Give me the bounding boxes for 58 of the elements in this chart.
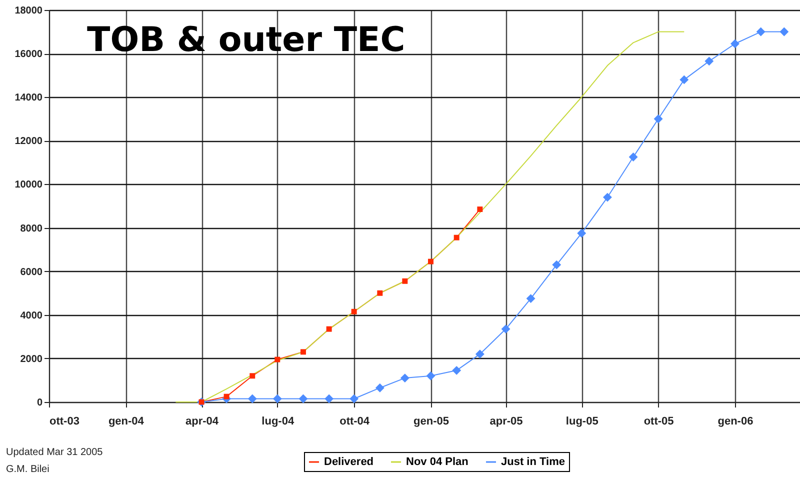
y-tick-label: 18000	[14, 6, 43, 16]
x-tick-label: lug-04	[262, 416, 295, 428]
point	[756, 27, 766, 36]
point	[377, 290, 383, 296]
x-tick-label: gen-05	[414, 416, 449, 428]
text: G.M. Bilei	[6, 464, 50, 475]
point	[780, 27, 789, 36]
point	[250, 373, 256, 379]
x-tick-label: lug-05	[566, 416, 598, 428]
x-tick-label: gen-06	[718, 416, 754, 428]
point	[324, 394, 334, 404]
x-tick-label: ott-05	[644, 416, 674, 428]
point	[298, 394, 308, 404]
point	[400, 374, 410, 383]
y-tick-label: 12000	[14, 136, 43, 148]
legend-label: Nov 04 Plan	[406, 456, 469, 468]
x-tick-label: apr-04	[186, 416, 220, 428]
point	[375, 383, 384, 392]
x-tick-label: apr-05	[490, 416, 523, 428]
point	[475, 350, 484, 359]
point	[272, 394, 282, 404]
point	[501, 324, 510, 334]
x-tick-label: gen-04	[108, 416, 145, 428]
y-tick-label: 14000	[14, 92, 43, 104]
y-tick-label: 4000	[20, 310, 43, 322]
point	[680, 75, 689, 84]
y-tick-label: 8000	[20, 223, 43, 234]
point	[526, 294, 536, 304]
point	[248, 394, 257, 404]
point	[654, 114, 663, 124]
point	[452, 366, 462, 375]
point	[351, 308, 357, 314]
point	[477, 206, 483, 212]
point	[552, 260, 562, 270]
point	[428, 258, 434, 264]
point	[224, 394, 230, 400]
y-tick-label: 6000	[20, 266, 43, 278]
x-tick-label: ott-04	[340, 416, 370, 428]
point	[274, 356, 280, 362]
point	[628, 152, 638, 162]
point	[602, 192, 612, 202]
y-tick-label: 16000	[14, 49, 43, 60]
point	[577, 228, 586, 238]
legend-label: Just in Time	[501, 456, 565, 468]
point	[704, 56, 714, 66]
text: Updated Mar 31 2005	[6, 447, 104, 458]
legend-label: Delivered	[324, 456, 374, 468]
y-tick-label: 0	[36, 398, 43, 408]
y-tick-label: 2000	[20, 354, 43, 365]
point	[730, 39, 740, 48]
point	[426, 371, 436, 380]
x-tick-label: ott-03	[50, 416, 80, 428]
point	[454, 234, 460, 240]
y-tick-label: 10000	[14, 180, 43, 191]
point	[300, 349, 306, 355]
point	[326, 326, 332, 332]
point	[402, 278, 408, 284]
point	[350, 394, 359, 404]
